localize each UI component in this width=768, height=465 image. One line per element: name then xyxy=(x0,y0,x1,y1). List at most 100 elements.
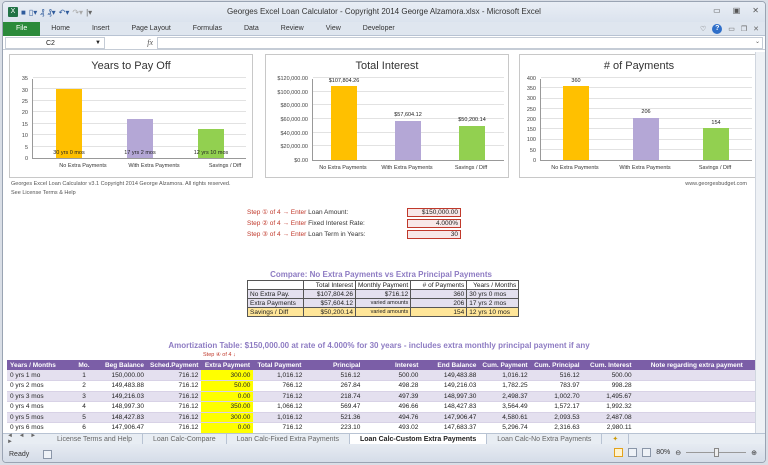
step-1-label: Step ① of 4 → Enter Loan Amount: xyxy=(247,209,349,216)
zoom-level[interactable]: 80% xyxy=(656,449,671,456)
window-title: Georges Excel Loan Calculator - Copyrigh… xyxy=(227,7,541,16)
tab-home[interactable]: Home xyxy=(51,24,70,32)
chart-title: Years to Pay Off xyxy=(91,60,171,72)
loan-term-input[interactable]: 30 xyxy=(407,230,461,239)
close-icon[interactable]: ✕ xyxy=(752,6,759,15)
insert-sheet-icon[interactable]: ✦ xyxy=(602,433,630,445)
chart-title: # of Payments xyxy=(603,60,675,72)
heart-icon[interactable]: ♡ xyxy=(699,26,707,33)
license-link[interactable]: See License Terms & Help xyxy=(11,190,76,196)
tab-formulas[interactable]: Formulas xyxy=(192,24,222,32)
bar-with-extra-payments xyxy=(633,117,659,160)
compare-row-savings: Savings / Diff $50,200.14 varied amounts… xyxy=(247,307,520,317)
bar-savings-diff xyxy=(459,125,485,160)
tab-insert[interactable]: Insert xyxy=(91,24,110,32)
table-row: 0 yrs 5 mos 5 148,427.83 716.12 300.00 1,016.… xyxy=(7,412,755,423)
formula-bar: C2 ▼ fx ⌄ xyxy=(3,36,765,50)
plot-area: 30 yrs 0 mos 17 yrs 2 mos 12 yrs 10 mos xyxy=(32,77,246,159)
chevron-down-icon[interactable]: ▼ xyxy=(95,39,101,46)
extra-payment-cell[interactable]: 350.00 xyxy=(201,401,254,413)
restore-icon[interactable]: ▣ xyxy=(732,6,741,15)
workbook-restore-icon[interactable]: ❐ xyxy=(740,26,748,33)
table-row: 0 yrs 3 mos 3 149,216.03 716.12 0.00 716.12 21… xyxy=(7,391,755,402)
redo-icon[interactable]: ↷▾ xyxy=(72,7,84,17)
compare-row: Extra Payments $57,604.12 varied amounts… xyxy=(247,298,520,308)
compare-row: No Extra Pay. $107,804.26 $716.12 360 30… xyxy=(247,289,520,299)
bar-no-extra-payments xyxy=(331,86,357,160)
table-row: 0 yrs 6 mos 6 147,906.47 716.12 0.00 716.12 22… xyxy=(7,422,755,433)
extra-payment-cell[interactable]: 300.00 xyxy=(201,370,254,381)
step-2-label: Step ② of 4 → Enter Fixed Interest Rate: xyxy=(247,220,365,227)
bar-no-extra-payments xyxy=(56,89,82,158)
tab-page-layout[interactable]: Page Layout xyxy=(131,24,171,32)
replace-icon[interactable]: ₰▾ xyxy=(47,7,56,17)
sheet-tab-license[interactable]: License Terms and Help xyxy=(47,433,143,445)
sheet-tab-compare[interactable]: Loan Calc-Compare xyxy=(143,433,227,445)
undo-icon[interactable]: ↶▾ xyxy=(58,7,70,17)
amortization-header-row: Years / Months Mo. Beg Balance Sched.Pay… xyxy=(7,360,755,370)
find-icon[interactable]: ₰ xyxy=(40,7,45,17)
amortization-title: Amortization Table: $150,000.00 at rate … xyxy=(168,341,590,350)
save-icon[interactable]: ■ xyxy=(21,7,26,17)
chart-years-to-pay-off[interactable]: Years to Pay Off 30 yrs 0 mos 17 yrs 2 m… xyxy=(9,54,253,178)
workbook-minimize-icon[interactable]: ▭ xyxy=(728,26,735,33)
website-link[interactable]: www.georgesbudget.com xyxy=(685,181,747,187)
sheet-tab-no-extra[interactable]: Loan Calc-No Extra Payments xyxy=(487,433,603,445)
compare-title: Compare: No Extra Payments vs Extra Prin… xyxy=(270,270,492,279)
loan-amount-input[interactable]: $150,000.00 xyxy=(407,208,461,217)
tab-review[interactable]: Review xyxy=(280,24,304,32)
plot-area: 360 206 154 xyxy=(540,77,752,161)
chart-total-interest[interactable]: Total Interest $107,804.26 $57,604.12 $5… xyxy=(265,54,509,178)
help-icon[interactable]: ? xyxy=(712,24,723,34)
sheet-nav-arrows[interactable]: ◄ ◄ ► ► xyxy=(7,433,39,445)
excel-logo-icon: X xyxy=(8,7,18,17)
customize-toolbar-icon[interactable]: |▾ xyxy=(86,7,93,17)
status-bar: Ready 80% ⊖ ⊕ xyxy=(3,444,765,462)
extra-payment-cell[interactable]: 50.00 xyxy=(201,380,254,392)
tab-view[interactable]: View xyxy=(325,24,341,32)
workbook-close-icon[interactable]: ✕ xyxy=(753,26,759,33)
tab-data[interactable]: Data xyxy=(243,24,259,32)
table-row: 0 yrs 1 mo 1 150,000.00 716.12 300.00 1,016.1… xyxy=(7,370,755,381)
new-document-icon[interactable]: ▯▾ xyxy=(28,7,38,17)
table-row: 0 yrs 4 mos 4 148,997.30 716.12 350.00 1,066.… xyxy=(7,401,755,413)
minimize-icon[interactable]: ▭ xyxy=(713,6,721,15)
name-box[interactable]: C2 ▼ xyxy=(5,36,105,49)
extra-payment-cell[interactable]: 0.00 xyxy=(201,391,254,402)
bar-with-extra-payments xyxy=(395,120,421,160)
expand-formula-icon[interactable]: ⌄ xyxy=(754,38,760,45)
step-3-label: Step ③ of 4 → Enter Loan Term in Years: xyxy=(247,231,366,238)
title-bar: X ■ ▯▾ ₰ ₰▾ ↶▾ ↷▾ |▾ Georges Excel Loan … xyxy=(3,2,765,22)
ribbon-tabs: File Home Insert Page Layout Formulas Da… xyxy=(3,21,765,36)
extra-payment-cell[interactable]: 0.00 xyxy=(201,422,254,433)
bar-savings-diff xyxy=(703,128,729,160)
normal-view-icon[interactable] xyxy=(614,448,624,457)
copyright-text: Georges Excel Loan Calculator v3.1 Copyr… xyxy=(11,181,231,187)
interest-rate-input[interactable]: 4.000% xyxy=(407,219,461,228)
tab-developer[interactable]: Developer xyxy=(362,24,395,32)
page-break-view-icon[interactable] xyxy=(642,448,652,457)
sheet-tab-custom-extra[interactable]: Loan Calc-Custom Extra Payments xyxy=(349,433,488,445)
chart-number-of-payments[interactable]: # of Payments 360 206 154 0 50 100 150 2… xyxy=(519,54,755,178)
formula-input[interactable]: ⌄ xyxy=(157,36,763,49)
compare-header-row: Total Interest Monthly Payment # of Paym… xyxy=(247,280,520,290)
extra-payment-cell[interactable]: 300.00 xyxy=(201,412,254,423)
macro-record-icon[interactable] xyxy=(43,449,52,459)
quick-access-toolbar: X ■ ▯▾ ₰ ₰▾ ↶▾ ↷▾ |▾ xyxy=(3,7,92,17)
insert-function-icon[interactable]: fx xyxy=(147,38,153,47)
worksheet[interactable]: Years to Pay Off 30 yrs 0 mos 17 yrs 2 m… xyxy=(3,52,755,433)
status-ready: Ready xyxy=(9,450,30,458)
tab-file[interactable]: File xyxy=(3,21,41,36)
sheet-tab-fixed-extra[interactable]: Loan Calc-Fixed Extra Payments xyxy=(227,433,350,445)
zoom-in-icon[interactable]: ⊕ xyxy=(751,449,757,457)
zoom-out-icon[interactable]: ⊖ xyxy=(675,449,682,457)
sheet-tabs-bar: ◄ ◄ ► ► License Terms and Help Loan Calc… xyxy=(3,433,765,445)
zoom-slider[interactable] xyxy=(686,448,747,457)
step-4-label: Step ④ of 4 ↓ xyxy=(203,352,236,358)
vertical-scrollbar[interactable] xyxy=(755,52,765,433)
page-layout-view-icon[interactable] xyxy=(628,448,638,457)
bar-with-extra-payments xyxy=(127,118,153,158)
bar-no-extra-payments xyxy=(563,86,589,160)
table-row: 0 yrs 2 mos 2 149,483.88 716.12 50.00 766.12 2… xyxy=(7,380,755,392)
